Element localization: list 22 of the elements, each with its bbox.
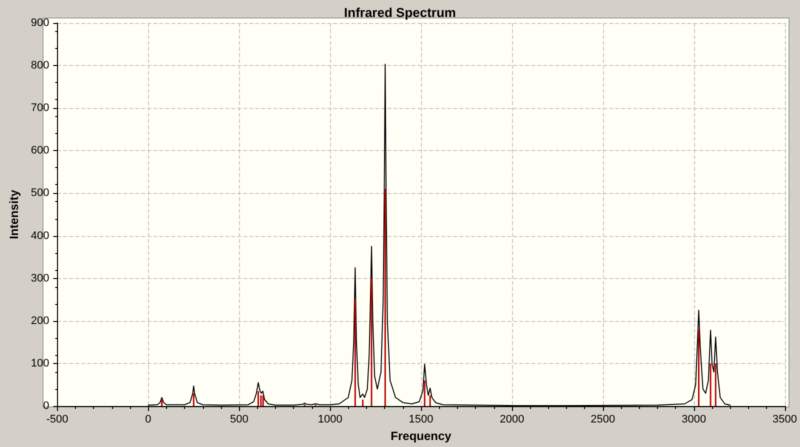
x-tick-label: 3500 xyxy=(772,414,798,426)
x-tick-label: 0 xyxy=(145,414,152,426)
y-tick-label: 800 xyxy=(30,60,50,72)
x-axis-title: Frequency xyxy=(390,429,452,443)
y-tick-label: 900 xyxy=(30,17,50,29)
x-tick-label: 500 xyxy=(230,414,248,426)
x-tick-label: 1000 xyxy=(318,414,342,426)
x-tick-label: 3000 xyxy=(682,414,706,426)
chart-title: Infrared Spectrum xyxy=(344,5,456,20)
y-tick-label: 100 xyxy=(30,357,50,370)
y-tick-label: 600 xyxy=(30,144,50,157)
x-tick-label: -500 xyxy=(46,414,68,426)
y-axis-title: Intensity xyxy=(7,190,21,240)
y-tick-label: 500 xyxy=(30,187,50,200)
y-tick-label: 400 xyxy=(30,230,50,242)
x-tick-label: 2500 xyxy=(590,414,616,426)
x-tick-label: 1500 xyxy=(408,414,434,426)
y-tick-label: 700 xyxy=(30,102,50,114)
y-tick-label: 200 xyxy=(30,314,50,327)
x-tick-label: 2000 xyxy=(500,414,524,426)
y-tick-label: 300 xyxy=(30,272,50,284)
y-tick-label: 0 xyxy=(43,400,50,412)
